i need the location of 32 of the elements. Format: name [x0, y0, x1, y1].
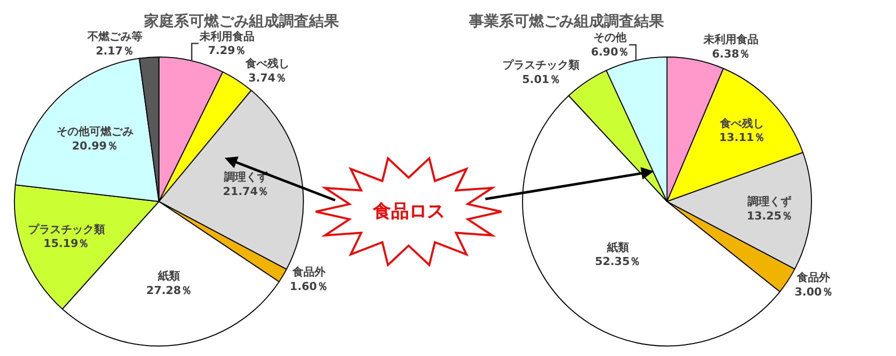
data-label: 3.74％ — [248, 71, 286, 84]
data-label: 1.60％ — [290, 280, 328, 293]
data-label: 13.25％ — [746, 209, 793, 222]
slice-label: 紙類 — [606, 240, 629, 254]
slice-label: 調理くず — [748, 195, 792, 208]
data-label: 15.19％ — [43, 237, 90, 250]
data-label: 52.35％ — [594, 255, 641, 268]
chart-title: 家庭系可燃ごみ組成調査結果 — [143, 12, 340, 30]
slice-label: 未利用食品 — [702, 33, 759, 46]
slice-label: 未利用食品 — [198, 30, 255, 43]
data-label: 7.29％ — [208, 44, 246, 58]
chart-title: 事業系可燃ごみ組成調査結果 — [468, 12, 665, 30]
text: 食品ロス — [372, 201, 445, 222]
slice-label: 食品外 — [796, 271, 832, 284]
data-label: 6.90％ — [590, 45, 630, 58]
slice-label: 食品外 — [291, 266, 326, 279]
slice-label: プラスチック類 — [28, 222, 105, 236]
data-label: 5.01％ — [522, 72, 560, 86]
slice-label: 不燃ごみ等 — [86, 30, 142, 44]
data-label: 3.00％ — [794, 286, 833, 299]
slice-label: 紙類 — [157, 270, 180, 283]
data-label: 21.74％ — [222, 185, 269, 198]
data-label: 20.99％ — [72, 139, 118, 152]
data-label: 13.11％ — [719, 131, 765, 144]
slice-label: 食べ残し — [718, 116, 764, 130]
data-label: 2.17％ — [96, 44, 134, 58]
slice-label: その他 — [594, 31, 628, 44]
slice-label: プラスチック類 — [502, 58, 580, 72]
data-label: 6.38％ — [712, 47, 750, 60]
slice-label: 食べ残し — [244, 57, 290, 70]
data-label: 27.28％ — [146, 284, 192, 297]
slice-label: その他可燃ごみ — [56, 125, 134, 138]
